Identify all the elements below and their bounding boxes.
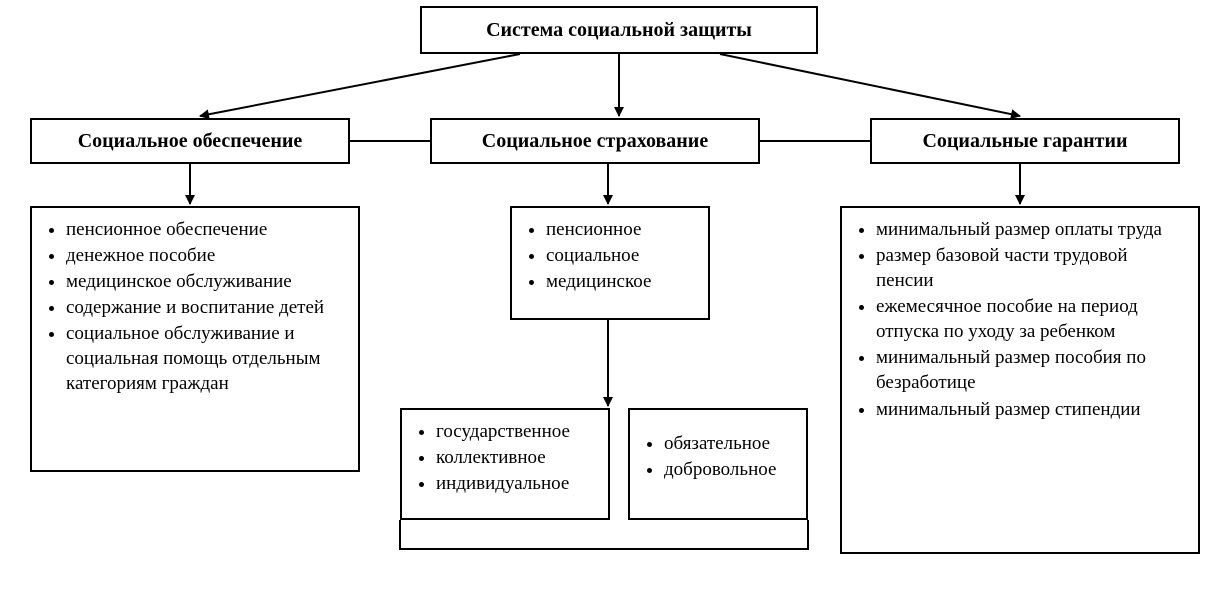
branch-1-title-box: Социальное страхование	[430, 118, 760, 164]
list-item: медицинское	[546, 269, 698, 294]
list-item: индивидуальное	[436, 471, 598, 496]
list-item: государственное	[436, 419, 598, 444]
branch-0-title-box: Социальное обеспечение	[30, 118, 350, 164]
list-item: социальное	[546, 243, 698, 268]
branch-0-title: Социальное обеспечение	[78, 130, 303, 153]
branch-2-detail-box: минимальный размер оплаты труда размер б…	[840, 206, 1200, 554]
list-item: медицинское обслуживание	[66, 269, 348, 294]
list-item: добровольное	[664, 457, 796, 482]
list-item: обязательное	[664, 431, 796, 456]
list-item: ежемесячное пособие на период отпуска по…	[876, 294, 1188, 344]
branch-1-title: Социальное страхование	[482, 130, 708, 153]
branch-2-title: Социальные гарантии	[922, 130, 1127, 153]
list-item: содержание и воспитание детей	[66, 295, 348, 320]
branch-0-detail-box: пенсионное обеспечение денежное пособие …	[30, 206, 360, 472]
list-item: размер базовой части трудо­вой пенсии	[876, 243, 1188, 293]
list-item: социальное обслужива­ние и социальная по…	[66, 321, 348, 396]
branch-1-sub-left-box: государственное коллективное индивидуаль…	[400, 408, 610, 520]
branch-2-title-box: Социальные гарантии	[870, 118, 1180, 164]
root-box: Система социальной защиты	[420, 6, 818, 54]
list-item: минимальный размер посо­бия по безработи…	[876, 345, 1188, 395]
branch-1-detail-box: пенсионное социальное медицинское	[510, 206, 710, 320]
root-label: Система социальной защиты	[486, 19, 752, 42]
list-item: пенсионное	[546, 217, 698, 242]
list-item: денежное пособие	[66, 243, 348, 268]
branch-1-sub-right-box: обязательное добровольное	[628, 408, 808, 520]
list-item: минимальный размер оплаты труда	[876, 217, 1188, 242]
list-item: минимальный размер сти­пендии	[876, 397, 1188, 422]
list-item: коллективное	[436, 445, 598, 470]
list-item: пенсионное обеспечение	[66, 217, 348, 242]
